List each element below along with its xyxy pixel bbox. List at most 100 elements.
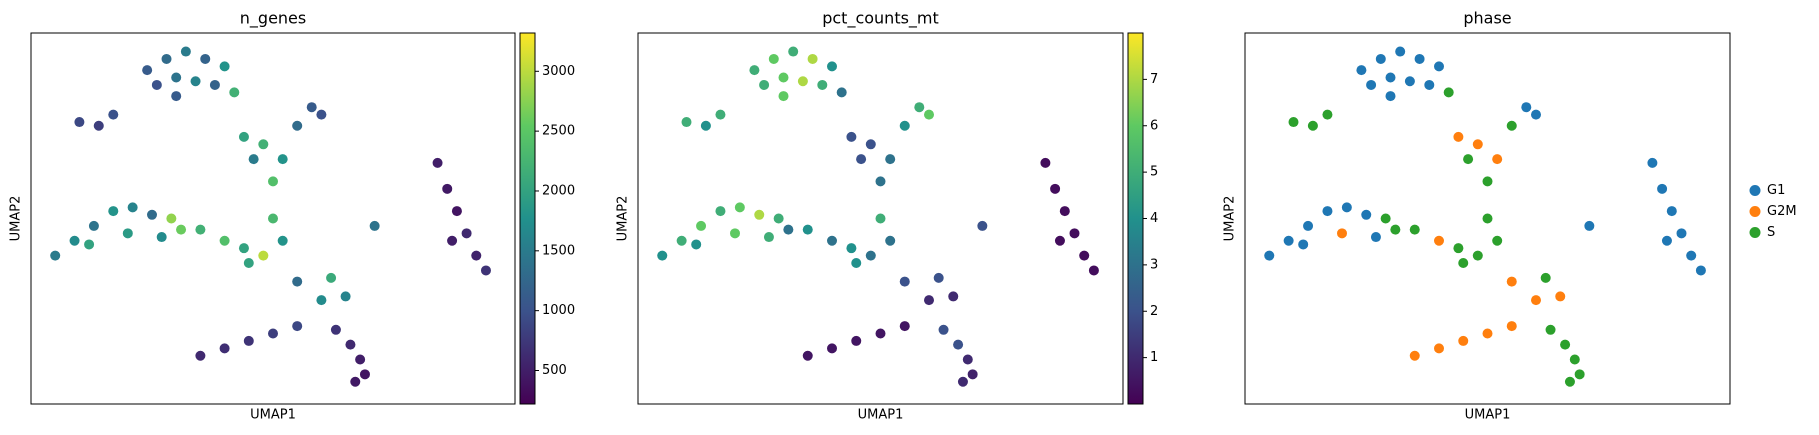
cell-point [277, 235, 288, 246]
cell-point [1395, 46, 1406, 57]
cell-point [802, 350, 813, 361]
colorbar-tick-label: 7 [1150, 72, 1158, 87]
cell-point [977, 220, 988, 231]
cell-point [1531, 109, 1541, 120]
cell-point [1059, 206, 1070, 217]
x-axis-label: UMAP1 [858, 408, 904, 423]
colorbar-tick-label: 1500 [542, 243, 575, 258]
cell-point [258, 139, 269, 150]
cell-point [802, 224, 813, 235]
cell-point [277, 154, 288, 165]
cell-point [1390, 224, 1401, 235]
cell-point [1458, 335, 1469, 346]
cell-point [345, 339, 356, 350]
cell-point [369, 220, 380, 231]
cell-point [827, 235, 837, 246]
cell-point [778, 91, 789, 102]
cell-point [1676, 228, 1687, 239]
cell-point [768, 53, 779, 64]
cell-point [1458, 258, 1469, 269]
cell-point [1341, 202, 1352, 213]
cell-point [238, 243, 249, 254]
cell-point [432, 157, 443, 168]
legend-label: G2M [1767, 204, 1797, 219]
cell-point [759, 79, 770, 90]
colorbar-tick-label: 3000 [542, 64, 575, 79]
cell-point [885, 235, 896, 246]
cell-point [161, 53, 172, 64]
cell-point [827, 61, 837, 72]
cell-point [151, 79, 162, 90]
cell-point [1434, 343, 1444, 354]
cell-point [461, 228, 472, 239]
colorbar-tick-label: 6 [1150, 118, 1158, 133]
cell-point [1463, 154, 1474, 165]
cell-point [1337, 228, 1347, 239]
cell-point [1264, 250, 1275, 261]
colorbar-tick-label: 2 [1150, 304, 1158, 319]
legend-label: G1 [1767, 183, 1785, 198]
cell-point [1322, 206, 1333, 217]
cell-point [471, 250, 482, 261]
cell-point [924, 109, 934, 120]
cell-point [933, 272, 944, 283]
cell-point [292, 321, 303, 332]
cell-point [1492, 235, 1503, 246]
cell-point [1303, 220, 1314, 231]
panel-title: pct_counts_mt [822, 9, 939, 29]
cell-point [1545, 324, 1556, 335]
cell-point [1409, 350, 1420, 361]
cell-point [176, 224, 187, 235]
cell-point [696, 220, 707, 231]
cell-point [69, 235, 80, 246]
colorbar-tick-label: 500 [542, 363, 567, 378]
cell-point [1647, 157, 1658, 168]
cell-point [1560, 339, 1571, 350]
cell-point [1283, 235, 1294, 246]
cell-point [1574, 369, 1585, 380]
cell-point [1288, 117, 1299, 128]
cell-point [200, 53, 211, 64]
cell-point [1361, 209, 1372, 220]
cell-point [268, 213, 278, 224]
cell-point [1482, 213, 1493, 224]
cell-point [171, 72, 182, 83]
cell-point [180, 46, 191, 57]
cell-point [1540, 272, 1551, 283]
y-axis-label: UMAP2 [9, 196, 24, 242]
cell-point [953, 339, 964, 350]
cell-point [1079, 250, 1090, 261]
cell-point [1506, 276, 1517, 287]
cell-point [326, 272, 337, 283]
cell-point [676, 235, 687, 246]
cell-point [783, 224, 794, 235]
cell-point [1409, 224, 1420, 235]
cell-point [1088, 265, 1099, 276]
cell-point [50, 250, 61, 261]
cell-point [1492, 154, 1503, 165]
cell-point [93, 120, 104, 131]
cell-point [248, 154, 259, 165]
cell-point [1370, 232, 1381, 243]
cell-point [74, 117, 85, 128]
cell-point [817, 79, 828, 90]
cell-point [350, 376, 361, 387]
cell-point [1482, 176, 1493, 187]
cell-point [681, 117, 692, 128]
cell-point [865, 250, 876, 261]
cell-point [657, 250, 668, 261]
cell-point [715, 206, 726, 217]
cell-point [1434, 235, 1444, 246]
cell-point [171, 91, 182, 102]
plot-frame [1244, 32, 1731, 405]
cell-point [306, 102, 317, 113]
cell-point [340, 291, 351, 302]
cell-point [962, 354, 973, 365]
cell-point [480, 265, 491, 276]
cell-point [1307, 120, 1318, 131]
cell-point [1366, 79, 1377, 90]
cell-point [1695, 265, 1706, 276]
cell-point [1506, 321, 1517, 332]
cell-point [846, 243, 857, 254]
cell-point [330, 324, 341, 335]
